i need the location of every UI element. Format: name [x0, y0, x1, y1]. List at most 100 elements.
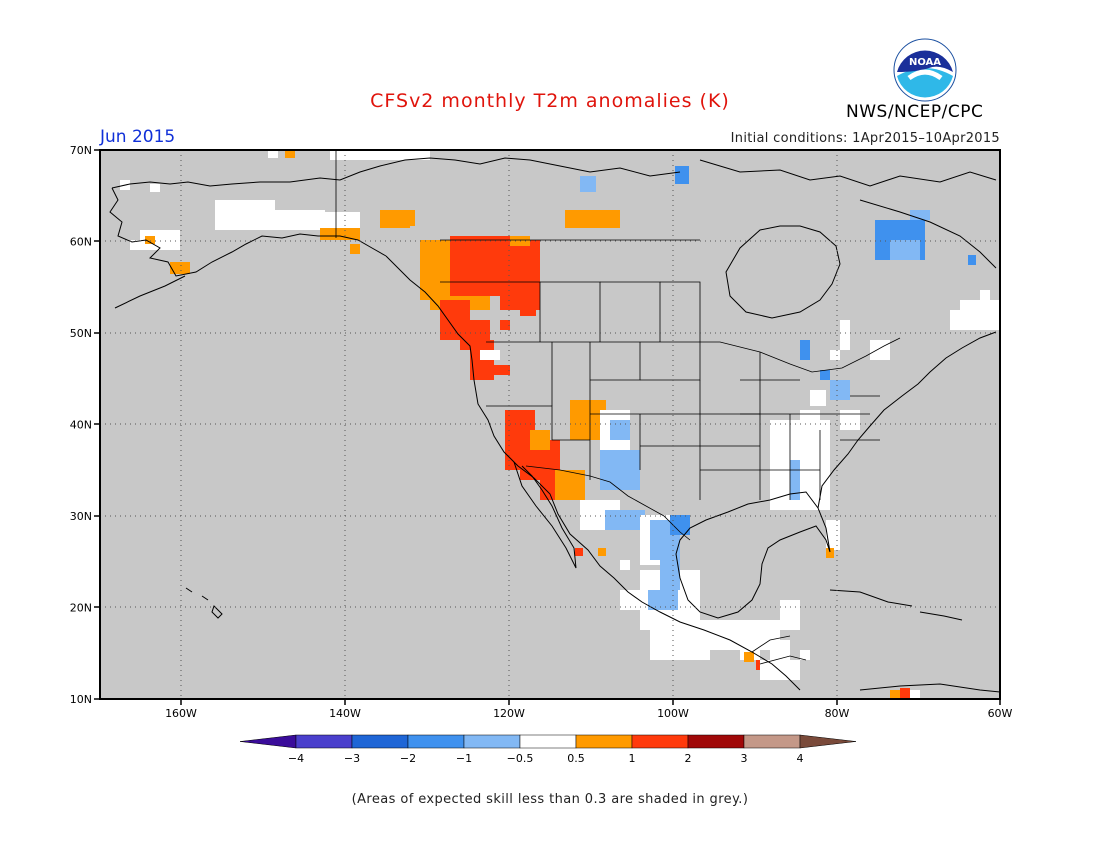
anomaly-cell [500, 240, 540, 310]
anomaly-cell [890, 240, 920, 260]
anomaly-cell [826, 548, 834, 558]
anomaly-cell [598, 548, 606, 556]
anomaly-cell [910, 210, 930, 220]
anomaly-cell [620, 560, 630, 570]
lon-label: 140W [329, 707, 361, 720]
lon-label: 80W [825, 707, 850, 720]
legend-swatch [407, 734, 465, 749]
anomaly-cell [285, 150, 295, 158]
legend-label: 4 [797, 752, 804, 765]
anomaly-cell [840, 410, 860, 430]
anomaly-cell [530, 430, 550, 450]
anomaly-cell [744, 652, 754, 662]
lat-label: 60N [70, 236, 92, 249]
svg-text:NOAA: NOAA [909, 57, 941, 68]
anomaly-cell [780, 600, 800, 630]
lon-label: 120W [493, 707, 525, 720]
anomaly-cell [910, 690, 920, 699]
anomaly-cell [580, 176, 596, 192]
anomaly-cell [800, 410, 820, 460]
anomaly-cell [770, 640, 790, 660]
legend-label: −4 [288, 752, 304, 765]
anomaly-cell [268, 150, 278, 158]
anomaly-cell [350, 244, 360, 254]
anomaly-cell [610, 420, 630, 440]
lat-label: 20N [70, 602, 92, 615]
anomaly-cell [950, 310, 970, 330]
legend-label: −0.5 [507, 752, 534, 765]
anomaly-cell [140, 230, 180, 250]
forecast-month: Jun 2015 [100, 127, 176, 147]
anomaly-cell [980, 290, 990, 300]
anomaly-cell [520, 300, 536, 316]
legend-label: 3 [741, 752, 748, 765]
anomaly-cell [830, 350, 840, 360]
anomaly-cell [215, 200, 275, 230]
legend-swatch [519, 734, 577, 749]
anomaly-cell [600, 450, 640, 490]
anomaly-cell [800, 650, 810, 660]
anomaly-cell [790, 460, 800, 500]
lat-label: 50N [70, 327, 92, 340]
legend-swatch [687, 734, 745, 749]
legend-label: 1 [629, 752, 636, 765]
legend-label: 0.5 [567, 752, 585, 765]
legend-label: −3 [344, 752, 360, 765]
anomaly-cell [605, 510, 645, 530]
lat-label: 30N [70, 510, 92, 523]
anomaly-cell [890, 690, 900, 699]
anomaly-cell [760, 660, 800, 680]
anomaly-cell [405, 210, 415, 226]
anomaly-cell [130, 240, 140, 250]
lon-label: 160W [165, 707, 197, 720]
anomaly-cell [565, 210, 620, 228]
anomaly-cell [830, 380, 850, 400]
noaa-logo: NOAA [893, 38, 957, 102]
coastlines [109, 157, 1001, 693]
anomaly-cells [120, 150, 1000, 699]
anomaly-cell [810, 390, 826, 406]
anomaly-cell [820, 370, 830, 380]
legend-arrow-left [239, 734, 297, 749]
anomaly-cell [670, 515, 690, 535]
anomaly-cell [480, 365, 510, 375]
legend-swatch [743, 734, 801, 749]
legend-label: 2 [685, 752, 692, 765]
anomaly-cell [648, 590, 678, 610]
anomaly-cell [275, 210, 325, 230]
anomaly-cell [620, 590, 640, 610]
anomaly-cell [826, 520, 840, 550]
legend-swatch [575, 734, 633, 749]
lon-label: 60W [988, 707, 1013, 720]
anomaly-cell [480, 350, 500, 360]
anomaly-cell [660, 560, 680, 590]
anomaly-cell [320, 228, 360, 240]
anomaly-cell [675, 166, 689, 184]
legend-swatch [351, 734, 409, 749]
anomaly-cell [870, 340, 890, 360]
map-title: CFSv2 monthly T2m anomalies (K) [370, 90, 730, 112]
anomaly-cell [170, 262, 190, 274]
graticule [100, 150, 1000, 699]
lon-label: 100W [657, 707, 689, 720]
legend-swatch [463, 734, 521, 749]
anomaly-cell [840, 320, 850, 350]
color-legend: −4 −3 −2 −1 −0.5 0.5 1 2 3 4 [239, 734, 857, 765]
anomaly-cell [800, 340, 810, 360]
legend-label: −1 [456, 752, 472, 765]
anomaly-cell [330, 150, 430, 160]
anomaly-cell [900, 688, 910, 699]
anomaly-cell [555, 470, 585, 500]
anomaly-cell [380, 210, 410, 228]
lat-label: 70N [70, 144, 92, 157]
skill-footnote: (Areas of expected skill less than 0.3 a… [351, 792, 749, 807]
legend-swatch [631, 734, 689, 749]
initial-conditions: Initial conditions: 1Apr2015–10Apr2015 [730, 131, 1000, 146]
anomaly-cell [500, 320, 510, 330]
agency-label: NWS/NCEP/CPC [846, 102, 984, 122]
lat-label: 10N [70, 693, 92, 706]
legend-swatch [295, 734, 353, 749]
lat-label: 40N [70, 419, 92, 432]
anomaly-cell [145, 236, 155, 244]
